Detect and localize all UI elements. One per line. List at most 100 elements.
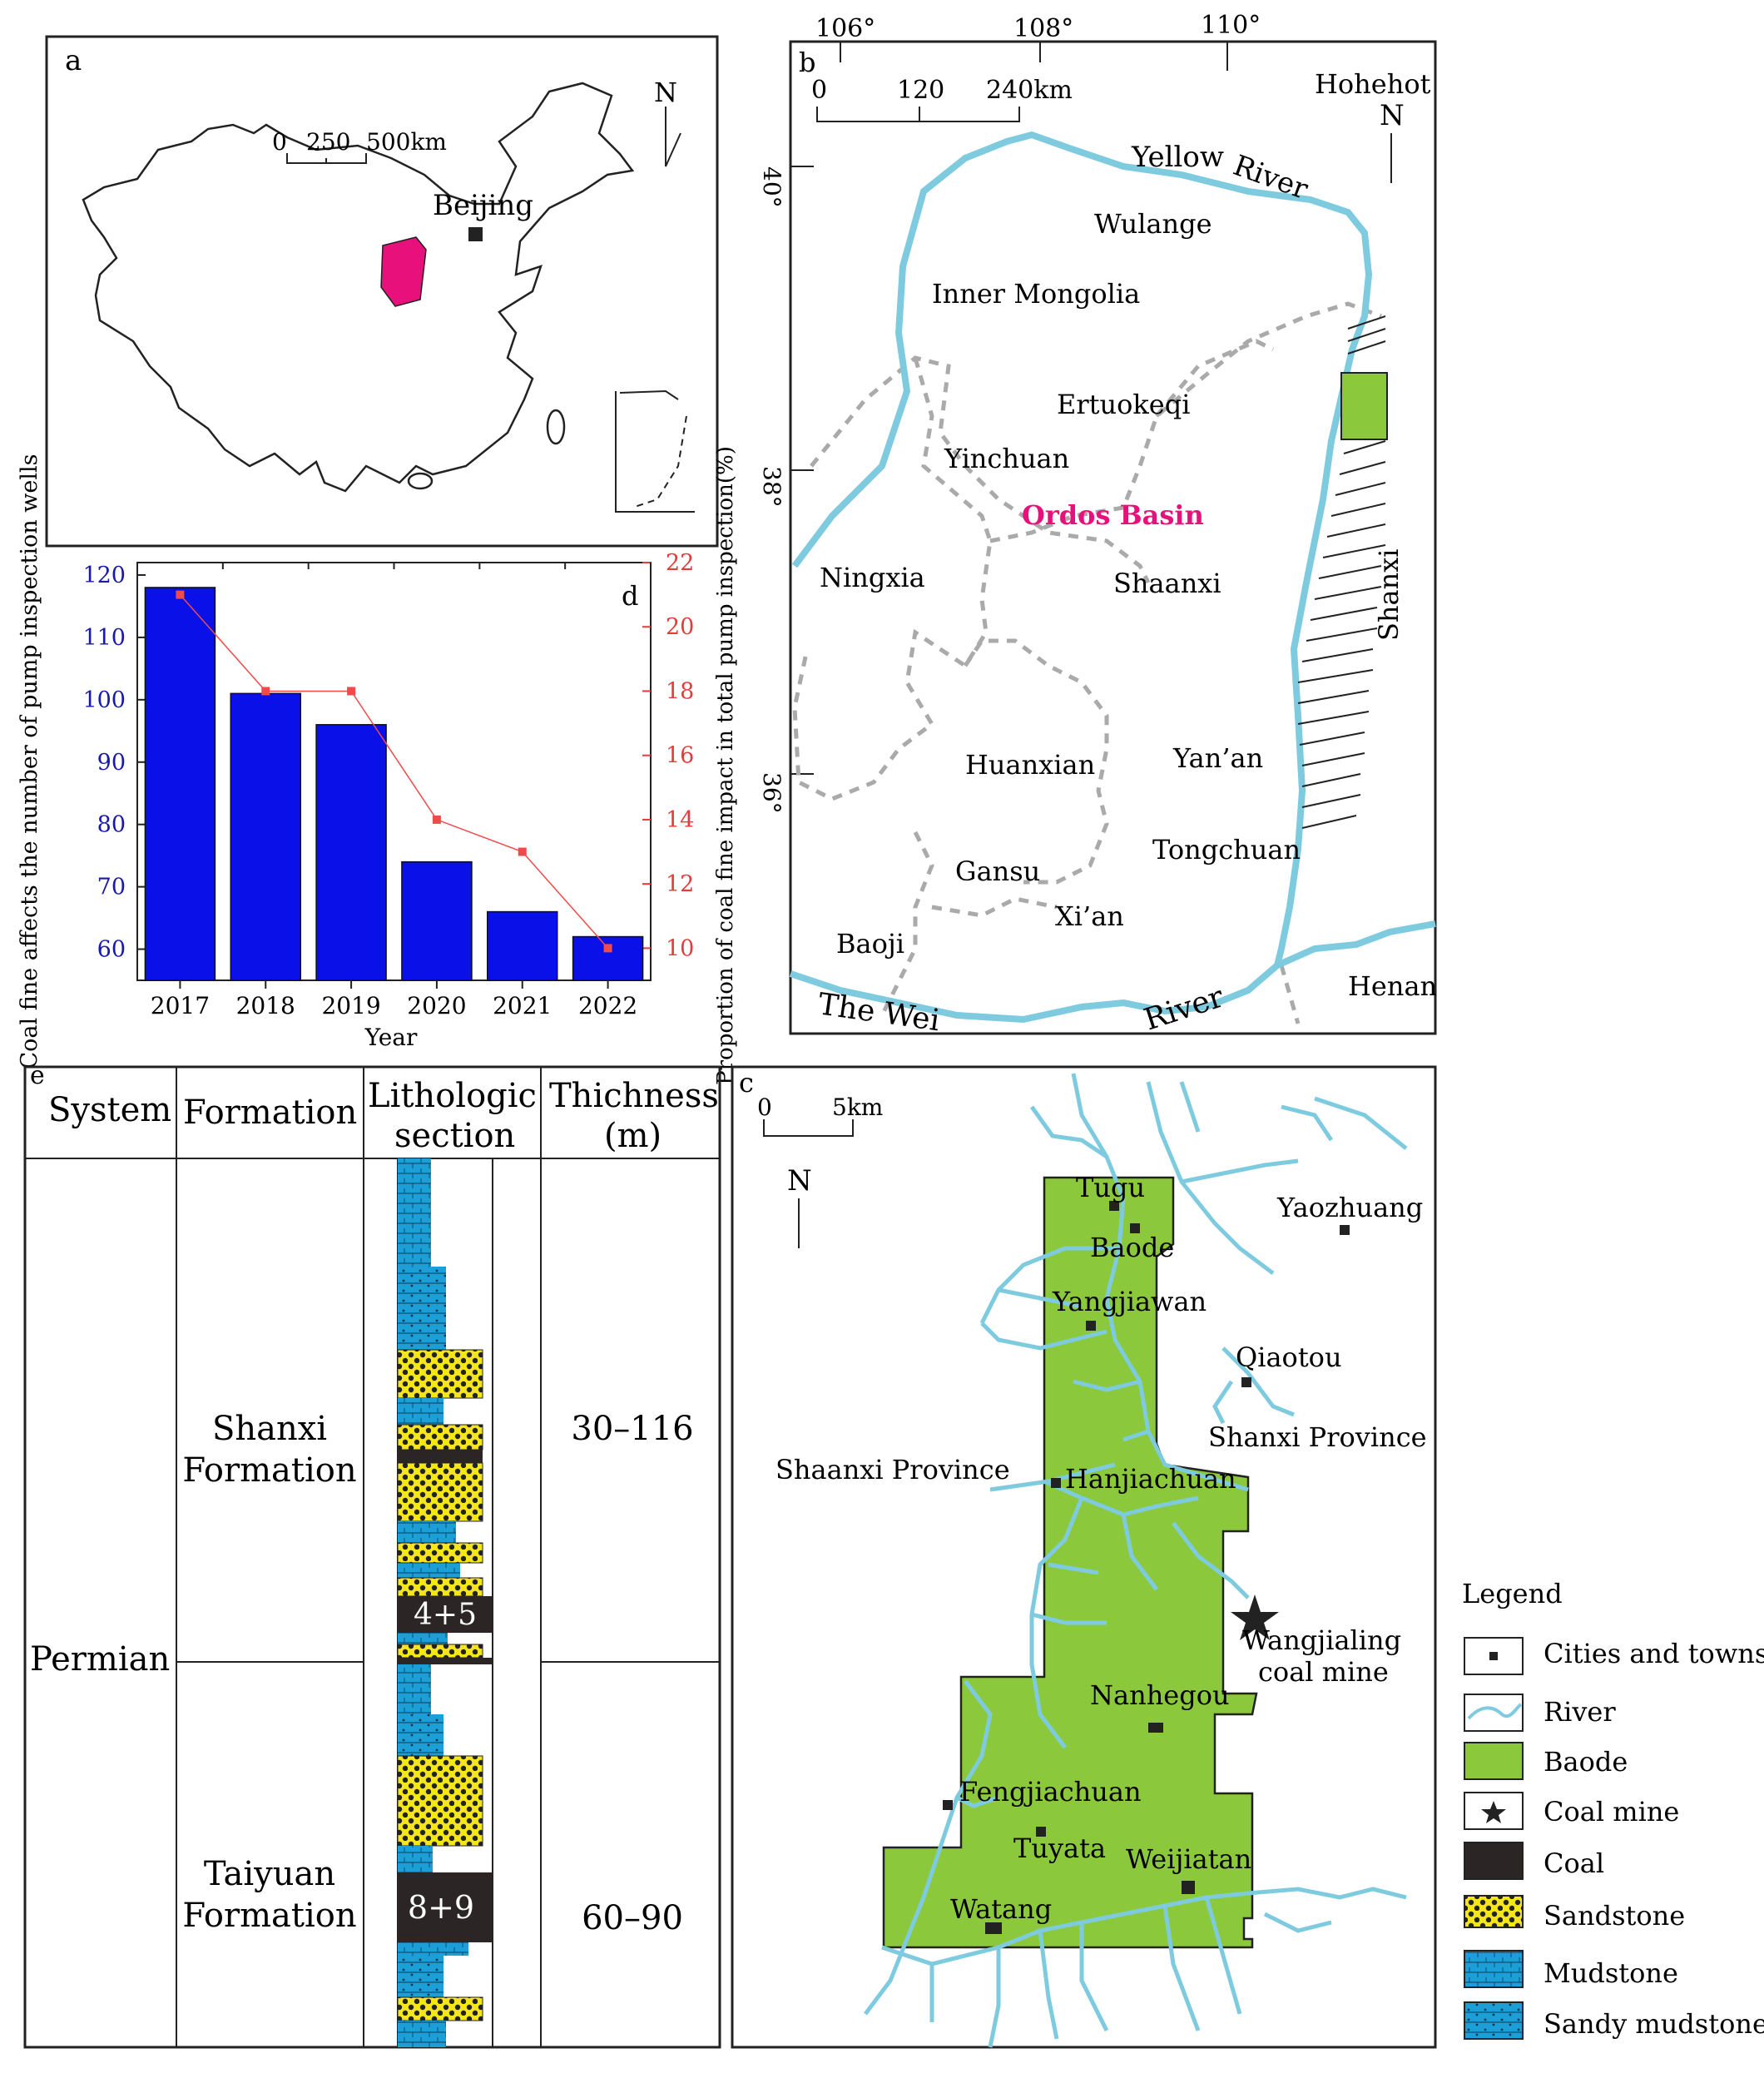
coal-mine-label-1: Wangjialing [1242,1624,1401,1656]
chart-d-xtick-label: 2022 [578,992,637,1019]
scale-bar-c [763,1119,854,1137]
town-marker-nanhegou [1148,1723,1163,1733]
panel-d-label: d [622,580,638,612]
north-label-b: N [1380,99,1405,132]
chart-d-y2tick-label: 14 [666,807,694,833]
legend-title: Legend [1462,1578,1563,1609]
wei-river-label-1: The Wei [816,987,942,1038]
layer-coal-thin [398,1450,483,1463]
label-qiaotou: Qiaotou [1236,1341,1342,1373]
river-branch-east [1276,920,1436,969]
panel-a: a Beijing 0 250 500km N [45,35,719,548]
label-shanxi: Shanxi [1373,549,1405,642]
town-marker-tugu [1109,1201,1119,1211]
panel-b-frame [789,40,1437,1035]
panel-b: b 106° 108° 110° 40° 38° 36° 0 120 240km… [758,11,1437,1038]
chart-d-xtick-label: 2020 [407,992,466,1019]
panel-e-label: e [30,1061,45,1090]
scale-c-tick-0: 0 [757,1094,772,1121]
label-tuyata: Tuyata [1013,1832,1106,1864]
label-baoji: Baoji [836,928,904,960]
baode-location-b [1340,372,1388,440]
chart-d-xtick-label: 2018 [236,992,295,1019]
chart-d-y2tick-label: 18 [666,678,694,704]
province-boundaries [792,301,1382,1024]
label-xian: Xi’an [1055,900,1124,932]
hainan-outline [407,472,434,490]
scale-bar-b [816,107,1020,122]
rivers-c [864,1073,1408,2048]
formation-taiyuan-1: Taiyuan [204,1855,335,1893]
beijing-marker [468,227,483,241]
layer-mudstone [398,1563,460,1578]
label-inner-mongolia: Inner Mongolia [932,278,1140,310]
beijing-label: Beijing [433,189,533,222]
layer-sandstone [397,1996,483,2021]
legend-swatch-mudstone [1464,1950,1524,1988]
formation-taiyuan-2: Formation [182,1897,356,1935]
legend-swatch-coal [1464,1842,1524,1880]
label-nanhegou: Nanhegou [1090,1679,1230,1711]
thickness-taiyuan: 60–90 [582,1899,683,1937]
panel-e-frame [23,1065,721,2049]
layer-mudstone [398,1158,431,1267]
header-thickness-1: Thichness [549,1077,719,1115]
chart-d-xlabel: Year [364,1024,418,1051]
coal-seam-8-9 [398,1872,493,1942]
chart-d-bar-2021 [487,910,558,981]
legend: Legend Cities and towns River Baode Coal… [1462,1578,1764,2040]
label-yaozhuang: Yaozhuang [1276,1192,1423,1223]
chart-d-point-2021 [518,847,527,856]
legend-label-coal: Coal [1544,1847,1604,1879]
legend-label-sandstone: Sandstone [1544,1900,1685,1932]
panel-e: e System Formation Lithologic section Th… [23,1061,721,2049]
inset-coast [619,389,679,400]
label-gansu: Gansu [955,855,1040,887]
shanxi-hatching [1297,315,1386,829]
yellow-river-label-2: River [1229,149,1313,206]
chart-d-y2tick-label: 20 [666,614,694,640]
legend-label-coal-mine: Coal mine [1544,1796,1679,1828]
scale-a-tick-500: 500km [366,128,447,156]
scale-b-tick-0: 0 [811,76,827,105]
layer-sandstone [397,1462,483,1522]
layer-sandy-mudstone [398,1956,443,1997]
formation-shanxi-2: Formation [182,1451,356,1490]
chart-d-point-2019 [347,687,356,696]
chart-d-bar-2017 [144,587,216,981]
label-ningxia: Ningxia [820,562,925,593]
chart-d-ylabel: Coal fine affects the number of pump ins… [17,454,42,1069]
longitude-106: 106° [815,14,875,43]
table-grid [25,1067,720,2047]
header-lithologic-1: Lithologic [368,1077,537,1115]
header-thickness-2: (m) [604,1117,662,1155]
latitude-40: 40° [758,166,785,208]
label-shanxi-province: Shanxi Province [1208,1421,1427,1453]
chart-d-proportion-line [179,594,609,949]
layer-sandy-mudstone [398,1714,443,1756]
label-yangjiawan: Yangjiawan [1052,1286,1207,1317]
scale-c-tick-5km: 5km [832,1094,883,1121]
town-marker-yaozhuang [1340,1225,1350,1235]
chart-d-point-2017 [176,590,185,599]
latitude-36: 36° [758,772,785,814]
layer-mudstone [398,1521,456,1543]
label-baode: Baode [1090,1232,1174,1263]
panel-c: c 0 5km N [731,1065,1437,2049]
chart-d-ytick-label: 110 [82,625,126,651]
layer-sandstone [397,1424,483,1451]
legend-swatch-sandy-mudstone [1464,2001,1524,2040]
ordos-basin-highlight [380,236,427,307]
town-marker-weijiatan [1182,1881,1195,1894]
chart-d-point-2020 [432,815,441,824]
coal-seam-8-9-label: 8+9 [408,1889,474,1926]
label-wulange: Wulange [1094,208,1212,240]
legend-swatch-baode [1464,1742,1524,1780]
legend-label-baode: Baode [1544,1746,1628,1778]
legend-label-sandy-mudstone: Sandy mudstone [1544,2008,1764,2040]
town-marker-yangjiawan [1086,1321,1096,1331]
yellow-river-label-1: Yellow [1131,141,1224,174]
layer-sandstone [397,1349,483,1399]
layer-mudstone [398,1633,448,1644]
chart-d-ytick-label: 60 [97,937,126,963]
